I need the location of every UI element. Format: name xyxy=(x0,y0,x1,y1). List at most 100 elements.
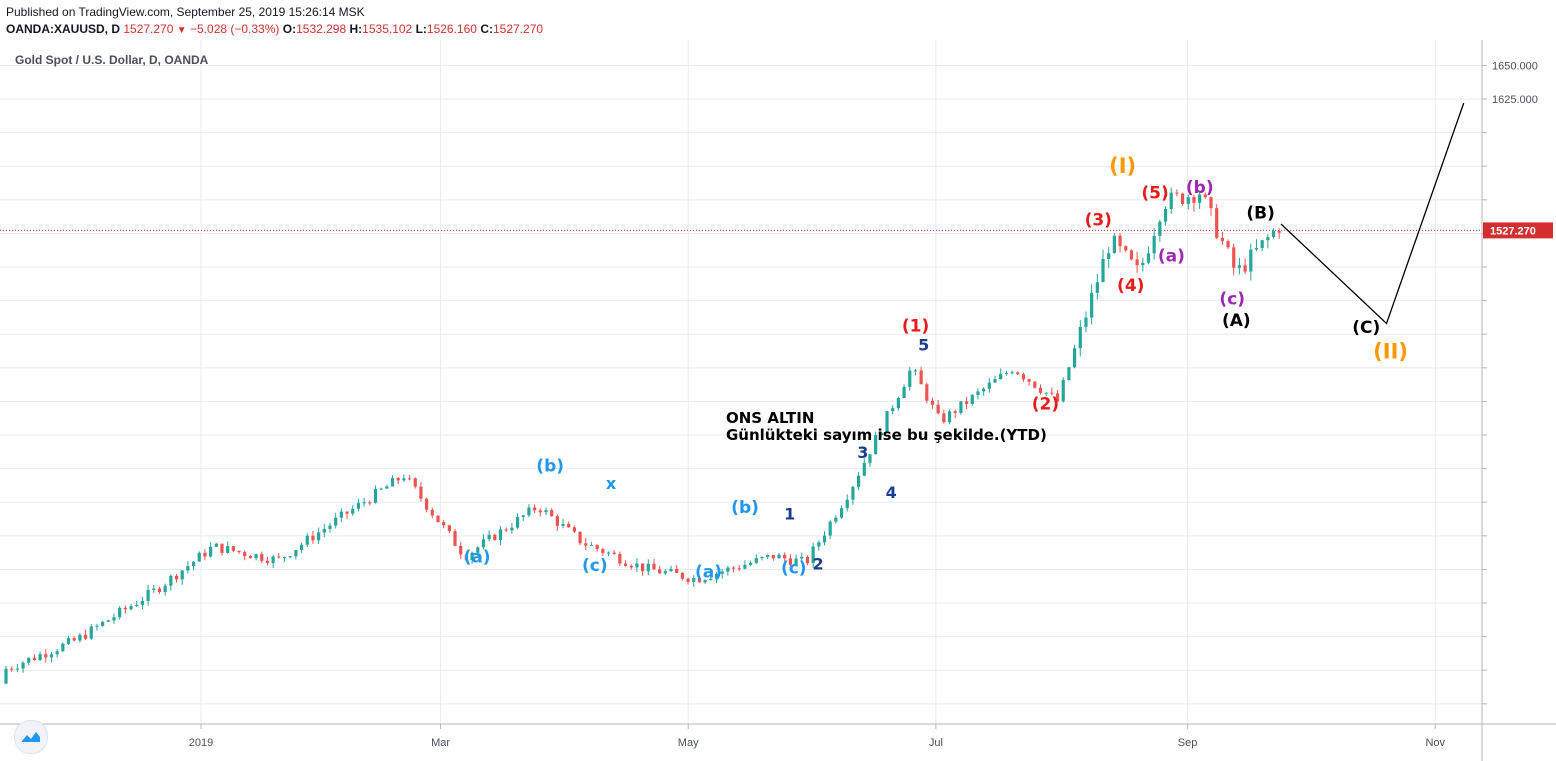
candle-body xyxy=(771,554,775,559)
candle-body xyxy=(1135,259,1139,266)
candle-body xyxy=(521,515,525,518)
candle-body xyxy=(368,502,372,504)
candle-body xyxy=(584,543,588,546)
candle-body xyxy=(277,556,281,558)
candle-body xyxy=(874,435,878,455)
candle-body xyxy=(476,547,480,553)
candle-body xyxy=(845,499,849,509)
wave-label: (I) xyxy=(1109,154,1136,178)
candle-body xyxy=(1010,372,1014,374)
candle-body xyxy=(385,486,389,489)
candle-body xyxy=(1209,197,1213,209)
candle-body xyxy=(55,651,59,655)
candle-body xyxy=(44,654,48,658)
candle-body xyxy=(231,546,235,551)
candle-body xyxy=(481,539,486,548)
candle-body xyxy=(464,554,469,561)
candle-body xyxy=(1038,387,1043,393)
candle-body xyxy=(1004,373,1008,375)
wave-label: (b) xyxy=(1186,178,1214,198)
candle-body xyxy=(697,577,702,583)
candle-body xyxy=(186,566,190,571)
candle-body xyxy=(953,411,957,414)
note-body: Günlükteki sayım ise bu şekilde.(YTD) xyxy=(726,426,1047,444)
candle-body xyxy=(1266,237,1270,241)
candle-body xyxy=(271,556,275,564)
chart-area[interactable]: (a) (b) x (c) (b) 1 (a) (c) 2 3 4 5 (1) (2) (3) (4) (5)(… xyxy=(0,40,1556,761)
candle-body xyxy=(214,543,218,547)
candle-body xyxy=(379,488,383,490)
candle-body xyxy=(413,478,417,487)
candle-body xyxy=(754,558,758,563)
candle-body xyxy=(180,570,184,580)
candle-body xyxy=(140,600,145,605)
candle-body xyxy=(828,521,832,536)
candle-body xyxy=(112,617,116,621)
close-label: C: xyxy=(480,22,493,36)
price-chart[interactable]: (a)(b)x(c)(b) 1(a) (c) 2345(1)(2)(3)(4)(5)(… xyxy=(0,40,1556,761)
candle-body xyxy=(731,567,736,569)
candle-body xyxy=(970,394,974,404)
candle-body xyxy=(61,643,65,652)
candle-body xyxy=(930,400,935,405)
candle-body xyxy=(1260,240,1264,248)
candle-body xyxy=(1107,253,1111,259)
candle-body xyxy=(1237,265,1242,268)
candle-body xyxy=(851,486,855,500)
candle-body xyxy=(618,554,622,564)
y-tick-label: 1650.000 xyxy=(1492,60,1538,72)
candle-body xyxy=(720,571,724,574)
candle-body xyxy=(623,563,628,566)
tradingview-logo-button[interactable] xyxy=(14,720,48,754)
candle-body xyxy=(982,388,986,392)
candle-body xyxy=(737,568,741,570)
candle-body xyxy=(356,502,361,509)
grid-lines xyxy=(0,40,1482,724)
projection-path xyxy=(1280,102,1465,325)
candle-body xyxy=(226,546,230,553)
wave-label: (c) xyxy=(582,556,608,576)
candle-body xyxy=(726,567,730,572)
candle-body xyxy=(749,562,753,565)
candle-body xyxy=(351,508,355,514)
candle-body xyxy=(4,668,8,684)
candle-body xyxy=(714,573,719,579)
candle-body xyxy=(345,511,349,514)
high-value: 1535.102 xyxy=(362,22,413,36)
candle-body xyxy=(1249,249,1253,272)
candle-body xyxy=(663,571,667,574)
open-label: O: xyxy=(282,22,297,36)
candle-body xyxy=(641,563,645,572)
candle-body xyxy=(390,478,395,487)
wave-label: (A) xyxy=(1222,311,1251,331)
projection-line xyxy=(1280,102,1465,325)
candle-body xyxy=(794,558,798,565)
candle-body xyxy=(49,654,54,658)
candle-body xyxy=(334,517,338,526)
candle-body xyxy=(692,577,696,582)
candle-body xyxy=(32,657,37,660)
candle-body xyxy=(260,554,264,561)
wave-label: (1) xyxy=(902,317,929,337)
candle-body xyxy=(436,515,440,523)
candle-body xyxy=(680,572,684,579)
candle-body xyxy=(1084,317,1088,327)
tradingview-logo-icon xyxy=(22,732,40,742)
candle-body xyxy=(544,510,548,513)
x-tick-label: Nov xyxy=(1425,737,1445,749)
wave-label: (a) xyxy=(464,548,491,568)
candle-body xyxy=(1090,292,1094,318)
wave-label: (3) xyxy=(1085,210,1112,230)
candle-body xyxy=(1203,194,1207,198)
candle-body xyxy=(1146,253,1151,263)
axes: Nov2019MarMayJulSepNov2020MarMayJulSep16… xyxy=(0,40,1556,761)
candle-body xyxy=(163,585,167,593)
candle-body xyxy=(1095,282,1099,293)
candle-body xyxy=(839,508,844,518)
candle-body xyxy=(817,542,821,547)
header-bar: Published on TradingView.com, September … xyxy=(0,0,1556,40)
candle-body xyxy=(328,525,332,529)
candle-body xyxy=(470,552,474,561)
candle-body xyxy=(487,534,491,540)
candle-body xyxy=(1277,230,1281,233)
